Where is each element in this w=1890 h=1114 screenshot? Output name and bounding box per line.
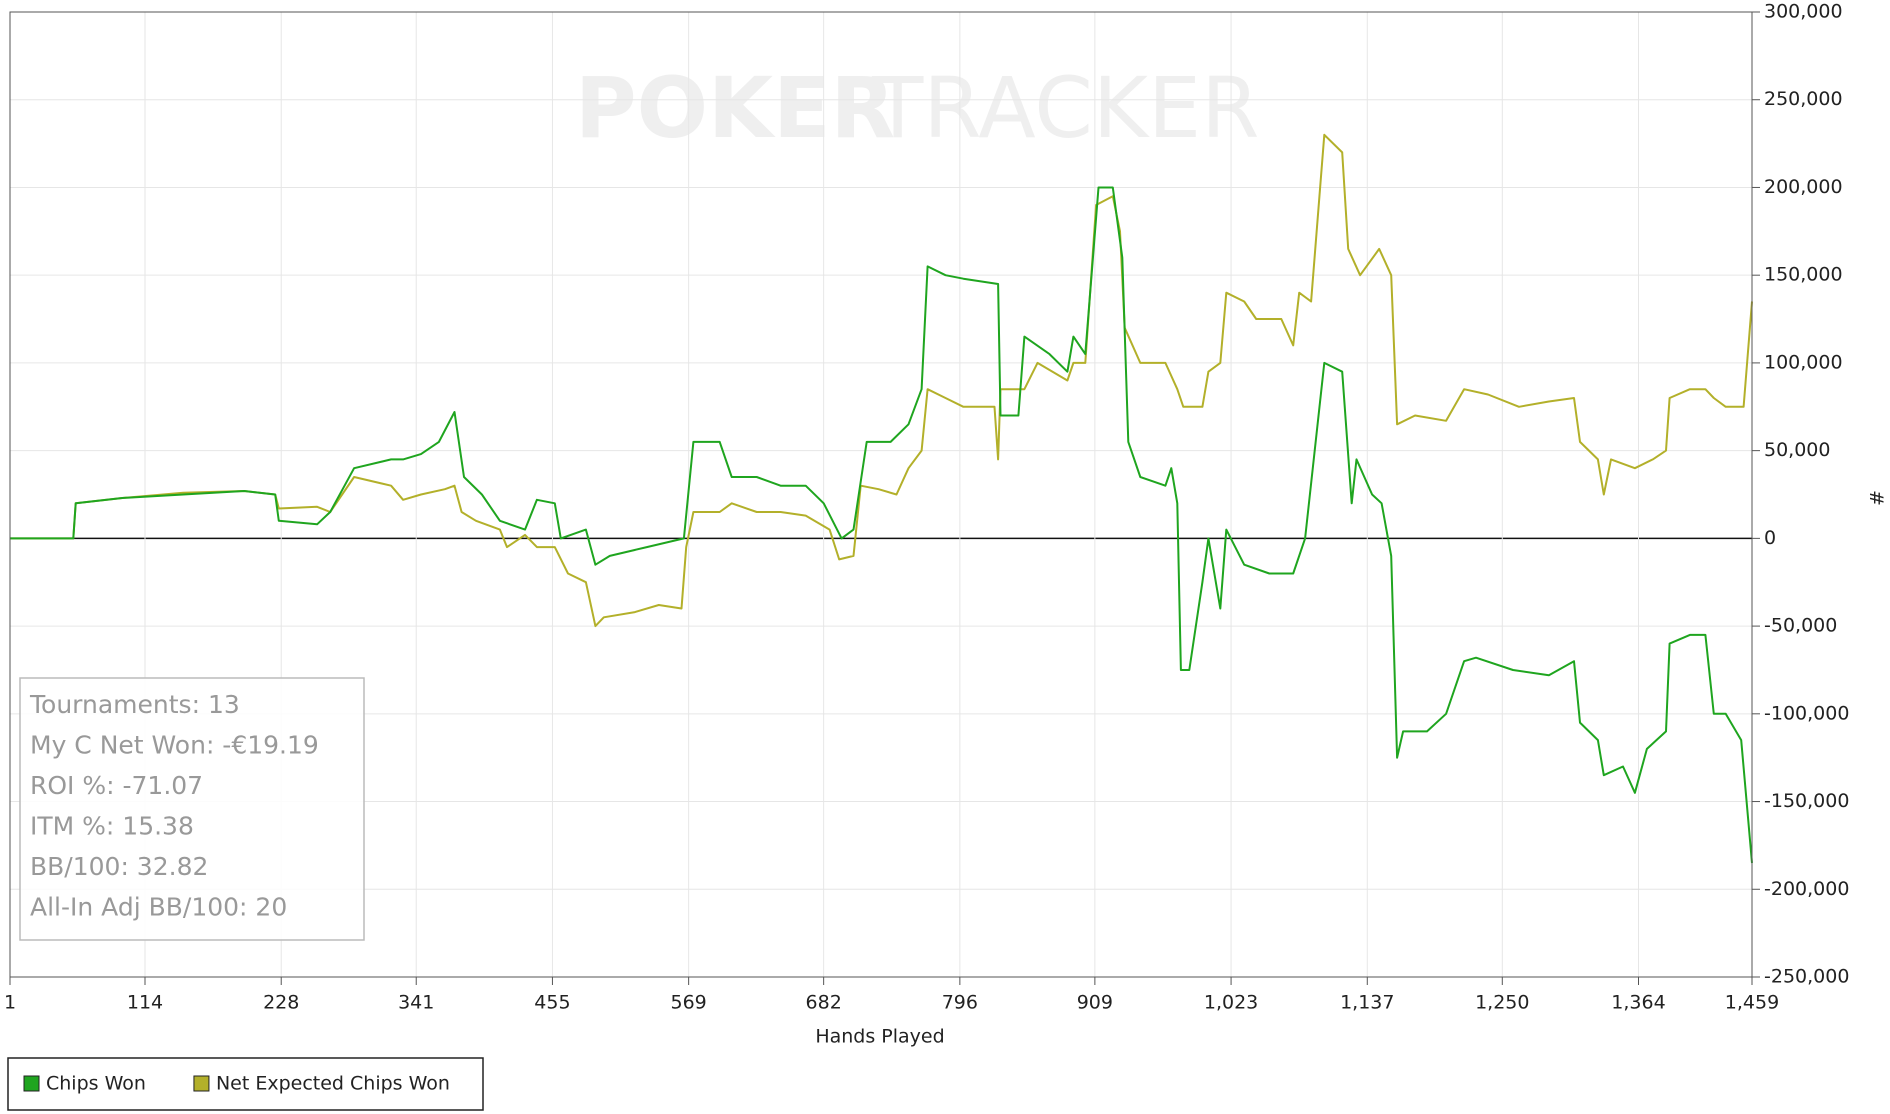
x-tick-label: 1 xyxy=(4,992,16,1014)
x-tick-label: 1,250 xyxy=(1475,992,1529,1014)
stat-text: Tournaments: 13 xyxy=(29,690,240,719)
x-tick-label: 1,023 xyxy=(1204,992,1258,1014)
x-tick-label: 341 xyxy=(398,992,434,1014)
y-tick-label: -200,000 xyxy=(1764,878,1849,900)
x-tick-label: 909 xyxy=(1077,992,1113,1014)
series-line xyxy=(10,186,1753,864)
y-axis-label: # xyxy=(1867,490,1889,506)
y-tick-label: 0 xyxy=(1764,527,1776,549)
y-tick-label: 100,000 xyxy=(1764,351,1843,373)
stat-text: ROI %: -71.07 xyxy=(30,771,203,800)
x-tick-label: 796 xyxy=(942,992,978,1014)
legend-label: Chips Won xyxy=(46,1073,146,1095)
y-tick-label: 250,000 xyxy=(1764,88,1843,110)
stat-text: BB/100: 32.82 xyxy=(30,852,208,881)
y-tick-label: -150,000 xyxy=(1764,790,1849,812)
y-tick-label: 200,000 xyxy=(1764,176,1843,198)
stat-text: ITM %: 15.38 xyxy=(30,812,194,841)
legend-label: Net Expected Chips Won xyxy=(216,1073,450,1095)
y-tick-label: -50,000 xyxy=(1764,615,1837,637)
x-tick-label: 455 xyxy=(534,992,570,1014)
legend-swatch xyxy=(193,1075,210,1092)
y-tick-label: 150,000 xyxy=(1764,264,1843,286)
x-axis-label: Hands Played xyxy=(815,1026,944,1048)
legend-items: Chips Won Net Expected Chips Won xyxy=(23,1073,450,1095)
x-tick-label: 228 xyxy=(263,992,299,1014)
x-tick-label: 114 xyxy=(127,992,163,1014)
y-tick-label: 300,000 xyxy=(1764,1,1843,23)
x-tick-label: 1,364 xyxy=(1611,992,1665,1014)
stat-text: All-In Adj BB/100: 20 xyxy=(30,893,287,922)
series-line xyxy=(10,133,1753,628)
plot-lines xyxy=(10,133,1753,864)
x-tick-label: 569 xyxy=(671,992,707,1014)
watermark: TRACKER xyxy=(871,59,1259,157)
stats-box xyxy=(19,677,365,941)
y-tick-label: -250,000 xyxy=(1764,966,1849,988)
x-tick-label: 682 xyxy=(806,992,842,1014)
plot-frame xyxy=(9,11,1753,978)
legend xyxy=(7,1057,484,1111)
y-tick-label: 50,000 xyxy=(1764,439,1830,461)
watermark: POKER xyxy=(575,59,895,157)
stat-text: My C Net Won: -€19.19 xyxy=(30,731,319,760)
legend-swatch xyxy=(23,1075,40,1092)
stats: Tournaments: 13 My C Net Won: -€19.19 ROI … xyxy=(29,690,319,922)
x-tick-label: 1,137 xyxy=(1340,992,1394,1014)
y-tick-label: -100,000 xyxy=(1764,702,1849,724)
x-tick-label: 1,459 xyxy=(1725,992,1779,1014)
